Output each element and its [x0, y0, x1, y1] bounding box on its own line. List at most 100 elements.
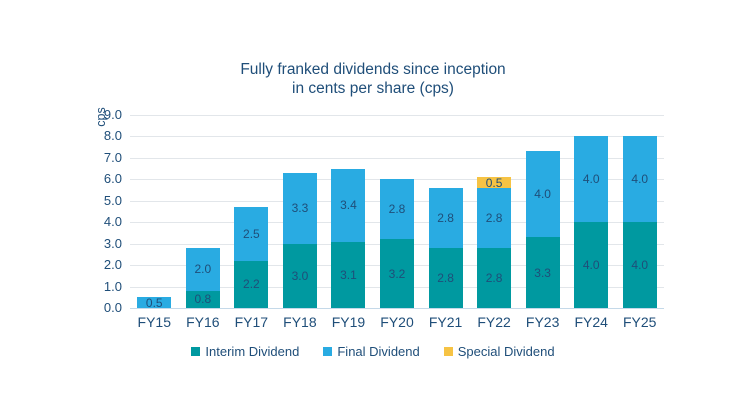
bar-segment-final-dividend: 3.3 — [282, 172, 317, 244]
bar-segment-final-dividend: 2.8 — [380, 179, 414, 240]
x-axis-label-fy22: FY22 — [477, 314, 511, 330]
bar-segment-interim-dividend: 3.3 — [525, 237, 560, 308]
bar-segment-final-dividend: 2.5 — [234, 207, 269, 261]
y-tick-label: 1.0 — [103, 278, 122, 294]
y-tick-label: 4.0 — [103, 214, 122, 230]
y-tick-label: 3.0 — [103, 235, 122, 251]
bar-segment-value-label: 3.3 — [291, 201, 309, 216]
bar-segment-value-label: 2.8 — [437, 211, 454, 225]
bar-column-fy21: 2.8 2.8 — [421, 115, 470, 308]
bar-segment-interim-dividend: 2.2 — [234, 260, 269, 308]
bar-segment-value-label: 3.3 — [534, 265, 551, 280]
x-axis-label-fy20: FY20 — [380, 314, 414, 330]
plot-area: 0.5 0.8 2.0 2.2 2.5 3.0 3.3 3.1 3.4 3.2 2.8 2.8 2.8 2… — [130, 115, 664, 310]
bar-segment-interim-dividend: 2.8 — [477, 248, 512, 308]
y-tick-label: 7.0 — [103, 149, 122, 165]
bar-segment-final-dividend: 3.4 — [331, 168, 366, 242]
legend-swatch-interim-dividend — [191, 347, 201, 356]
bar-segment-value-label: 3.0 — [291, 268, 309, 283]
bar-segment-value-label: 3.1 — [340, 267, 357, 282]
bar-segment-final-dividend: 4.0 — [574, 136, 609, 223]
bar-segment-value-label: 3.4 — [340, 198, 357, 213]
legend-swatch-special-dividend — [443, 347, 453, 356]
x-axis-label-fy19: FY19 — [331, 314, 366, 330]
bar-segment-interim-dividend: 3.0 — [282, 243, 317, 308]
chart-title-line2: in cents per share (cps) — [292, 80, 454, 97]
x-axis-label-fy25: FY25 — [623, 314, 657, 330]
bar-segment-final-dividend: 4.0 — [525, 151, 560, 238]
bar-column-fy20: 3.2 2.8 — [373, 115, 422, 308]
bar-segment-value-label: 4.0 — [582, 172, 600, 187]
bar-segment-value-label: 2.8 — [388, 202, 406, 217]
bar-column-fy22: 2.8 2.8 0.5 — [470, 115, 519, 308]
x-axis-label-fy16: FY16 — [186, 314, 220, 330]
bar-segment-final-dividend: 0.5 — [137, 295, 172, 310]
x-axis-label-fy23: FY23 — [525, 314, 560, 330]
chart-title-line1: Fully franked dividends since inception — [240, 61, 506, 78]
bar-segment-value-label: 0.5 — [485, 175, 503, 190]
bar-segment-value-label: 2.5 — [243, 227, 260, 242]
bar-segment-value-label: 4.0 — [534, 187, 551, 202]
bar-segment-value-label: 2.0 — [194, 262, 212, 277]
bar-segment-special-dividend: 0.5 — [477, 175, 512, 190]
legend-label-special-dividend: Special Dividend — [457, 344, 555, 359]
stacked-bar-fy18: 3.0 3.3 — [282, 172, 317, 308]
bar-column-fy23: 3.3 4.0 — [518, 115, 567, 308]
bar-segment-final-dividend: 2.0 — [185, 247, 220, 291]
legend-item-interim-dividend: Interim Dividend — [191, 344, 299, 359]
legend-label-final-dividend: Final Dividend — [337, 344, 420, 359]
bar-segment-value-label: 4.0 — [631, 258, 649, 273]
x-axis-labels: FY15 FY16 FY17 FY18 FY19 FY20 FY21 FY22 FY23 FY24… — [130, 314, 664, 330]
legend-item-final-dividend: Final Dividend — [323, 344, 420, 359]
bar-segment-value-label: 2.8 — [485, 271, 503, 285]
bar-segment-value-label: 0.5 — [145, 295, 163, 310]
legend-item-special-dividend: Special Dividend — [443, 344, 555, 359]
legend-label-interim-dividend: Interim Dividend — [205, 344, 300, 359]
bar-column-fy19: 3.1 3.4 — [324, 115, 373, 308]
y-tick-label: 6.0 — [103, 171, 122, 187]
bar-segment-interim-dividend: 3.2 — [380, 239, 414, 308]
bar-segment-final-dividend: 2.8 — [428, 188, 463, 248]
chart-title: Fully franked dividends since inception … — [0, 60, 746, 98]
stacked-bar-fy22: 2.8 2.8 0.5 — [477, 175, 512, 308]
bar-segment-value-label: 4.0 — [631, 172, 649, 187]
bar-column-fy18: 3.0 3.3 — [276, 115, 325, 308]
bar-segment-interim-dividend: 0.8 — [185, 290, 220, 308]
bar-segment-value-label: 2.2 — [243, 277, 260, 292]
bar-column-fy15: 0.5 — [130, 115, 179, 310]
bar-segment-interim-dividend: 4.0 — [574, 222, 609, 308]
legend: Interim Dividend Final Dividend Special Di… — [0, 344, 746, 359]
legend-swatch-final-dividend — [323, 347, 333, 356]
x-axis-label-fy15: FY15 — [137, 314, 171, 330]
stacked-bar-fy16: 0.8 2.0 — [185, 247, 220, 308]
bar-segment-final-dividend: 4.0 — [622, 136, 657, 223]
x-axis-label-fy21: FY21 — [428, 314, 463, 330]
y-tick-label: 0.0 — [103, 300, 122, 315]
y-tick-label: 8.0 — [103, 128, 122, 144]
bar-segment-value-label: 3.2 — [388, 266, 406, 281]
bar-segment-final-dividend: 2.8 — [477, 188, 512, 248]
stacked-bar-fy24: 4.0 4.0 — [574, 136, 609, 308]
y-tick-label: 2.0 — [103, 257, 122, 273]
y-tick-label: 5.0 — [103, 192, 122, 208]
y-gridline — [130, 115, 664, 116]
bar-segment-value-label: 2.8 — [437, 271, 454, 285]
stacked-bar-fy19: 3.1 3.4 — [331, 168, 366, 308]
stacked-bar-fy20: 3.2 2.8 — [380, 179, 414, 308]
bar-column-fy16: 0.8 2.0 — [179, 115, 228, 308]
x-axis-label-fy24: FY24 — [574, 314, 608, 330]
stacked-bar-fy21: 2.8 2.8 — [428, 188, 463, 308]
bar-column-fy24: 4.0 4.0 — [567, 115, 616, 308]
x-axis-label-fy17: FY17 — [234, 314, 269, 330]
stacked-bar-fy25: 4.0 4.0 — [622, 136, 657, 308]
stacked-bar-fy17: 2.2 2.5 — [234, 207, 269, 308]
bar-column-fy17: 2.2 2.5 — [227, 115, 276, 308]
y-gridline — [130, 136, 664, 138]
stacked-bar-fy23: 3.3 4.0 — [525, 151, 560, 308]
bar-segment-interim-dividend: 3.1 — [331, 241, 366, 308]
y-tick-label: 9.0 — [103, 107, 122, 122]
bars-layer: 0.5 0.8 2.0 2.2 2.5 3.0 3.3 3.1 3.4 3.2 2.8 2.8 2.8 2… — [130, 115, 664, 310]
bar-segment-value-label: 4.0 — [582, 258, 600, 273]
x-axis-line — [130, 308, 664, 309]
